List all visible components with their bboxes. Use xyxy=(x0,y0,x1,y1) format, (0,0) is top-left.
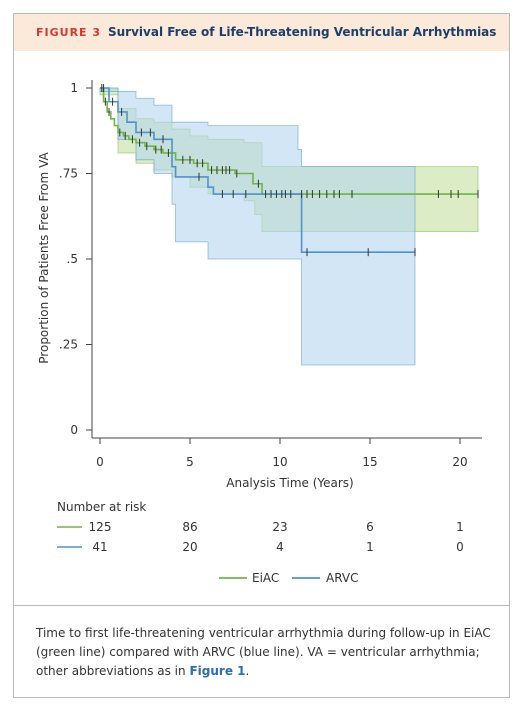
y-tick-label: 0 xyxy=(70,423,78,437)
caption-end: . xyxy=(245,664,250,678)
x-tick-label: 15 xyxy=(362,455,377,469)
risk-value: 4 xyxy=(276,540,284,554)
figure-title: Survival Free of Life-Threatening Ventri… xyxy=(108,25,497,39)
x-tick-label: 0 xyxy=(96,455,104,469)
x-axis-title: Analysis Time (Years) xyxy=(226,476,353,490)
risk-value: 20 xyxy=(182,540,197,554)
risk-value: 41 xyxy=(92,540,107,554)
y-tick-label: .75 xyxy=(59,167,78,181)
caption-divider xyxy=(13,605,510,606)
figure-header xyxy=(14,14,509,51)
risk-value: 23 xyxy=(272,520,287,534)
risk-value: 1 xyxy=(366,540,374,554)
risk-value: 86 xyxy=(182,520,197,534)
x-tick-label: 20 xyxy=(452,455,467,469)
figure-caption: Time to first life-threatening ventricul… xyxy=(36,624,491,681)
caption-text: Time to first life-threatening ventricul… xyxy=(36,626,491,678)
legend-label-arvc: ARVC xyxy=(326,571,358,585)
legend-label-eiac: EiAC xyxy=(252,571,279,585)
risk-value: 6 xyxy=(366,520,374,534)
y-tick-label: .25 xyxy=(59,338,78,352)
risk-value: 125 xyxy=(89,520,112,534)
risk-value: 0 xyxy=(456,540,464,554)
risk-value: 1 xyxy=(456,520,464,534)
figure-label: FIGURE 3 xyxy=(36,26,102,39)
eiac-survival-line xyxy=(100,87,478,195)
risk-table-title: Number at risk xyxy=(57,500,146,514)
arvc-ci-band xyxy=(99,87,416,366)
y-tick-label: 1 xyxy=(70,81,78,95)
x-tick-label: 10 xyxy=(272,455,287,469)
caption-figure-link[interactable]: Figure 1 xyxy=(189,664,246,678)
x-tick-label: 5 xyxy=(186,455,194,469)
y-axis-title: Proportion of Patients Free From VA xyxy=(37,151,51,363)
y-tick-label: .5 xyxy=(67,252,78,266)
